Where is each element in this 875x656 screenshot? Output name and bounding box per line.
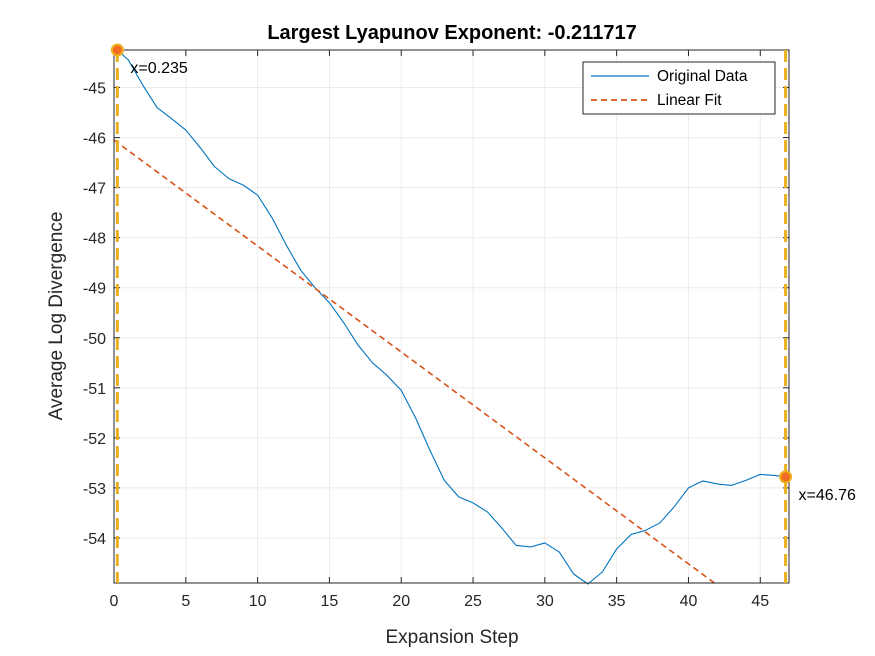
chart-title: Largest Lyapunov Exponent: -0.211717 [267, 22, 636, 44]
data-tip-point[interactable] [110, 43, 124, 57]
data-tip-point[interactable] [779, 470, 793, 484]
data-tip-markers[interactable]: x=0.235 x=46.76 [110, 43, 856, 584]
x-axis-title: Expansion Step [385, 627, 518, 648]
axes: 0 5 10 15 20 25 30 35 40 45 -54 -53 -52 -51 -50 -49 -48 -… [83, 49, 790, 610]
legend-label: Linear Fit [657, 92, 722, 109]
y-tick-label: -47 [83, 181, 106, 198]
data-tip-label: x=46.76 [799, 487, 856, 504]
x-tick-label: 35 [608, 593, 626, 610]
x-tick-label: 40 [680, 593, 698, 610]
y-tick-label: -46 [83, 131, 106, 148]
axes-box [113, 49, 790, 584]
legend-label: Original Data [657, 68, 748, 85]
plot-area [114, 50, 789, 583]
x-tick-label: 0 [110, 593, 119, 610]
y-tick-label: -45 [83, 81, 106, 98]
x-tick-label: 20 [392, 593, 410, 610]
series-line-original-data [117, 49, 786, 585]
x-tick-label: 25 [464, 593, 482, 610]
plot-series [114, 49, 786, 585]
y-tick-label: -53 [83, 481, 106, 498]
legend-box[interactable] [582, 61, 776, 115]
x-tick-label: 30 [536, 593, 554, 610]
x-tick-label: 45 [751, 593, 769, 610]
y-tick-label: -48 [83, 231, 106, 248]
x-tick-label: 5 [181, 593, 190, 610]
y-tick-label: -49 [83, 281, 106, 298]
grid [113, 50, 789, 583]
y-tick-label: -52 [83, 431, 106, 448]
y-axis-title: Average Log Divergence [46, 212, 67, 421]
x-tick-label: 15 [321, 593, 339, 610]
y-tick-label: -54 [83, 531, 106, 548]
y-tick-label: -50 [83, 331, 106, 348]
x-tick-label: 10 [249, 593, 267, 610]
data-tip-label: x=0.235 [130, 60, 187, 77]
legend[interactable]: Original Data Linear Fit [582, 61, 776, 115]
y-tick-label: -51 [83, 381, 106, 398]
